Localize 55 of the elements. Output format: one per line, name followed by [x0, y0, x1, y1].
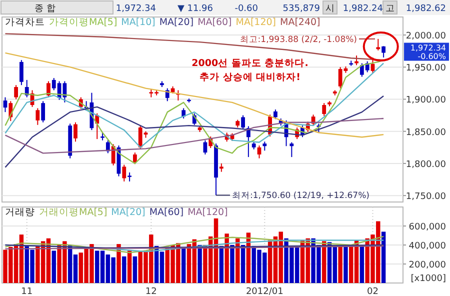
annotation: 최고:1,993.88 (2/2, -1.08%) — [240, 34, 357, 45]
y-tick-label: 400,000 — [408, 242, 446, 252]
text: -0.60% — [418, 52, 446, 61]
text: 1,982.62 — [406, 4, 446, 14]
bar — [338, 245, 342, 283]
text: MA[20] — [159, 17, 194, 28]
y-axis-title: [x1000] — [410, 274, 446, 284]
text: MA[60] — [149, 207, 184, 218]
legend-title: 거래량 — [5, 207, 35, 218]
y-tick-label: 2,000.00 — [406, 31, 446, 42]
bar — [360, 245, 364, 283]
bar — [52, 250, 56, 283]
text: 시 — [326, 4, 334, 14]
bar — [381, 232, 386, 283]
text: -0.60 — [234, 4, 258, 14]
text: 거래이평MA[5] — [39, 207, 108, 218]
text: MA[20] — [111, 207, 146, 218]
y-tick-label: 1,850.00 — [406, 128, 446, 138]
bar — [224, 234, 229, 283]
text: 1,972.34 — [410, 43, 446, 52]
text: 종 합 — [34, 4, 56, 14]
text: MA[120] — [236, 17, 276, 28]
bar — [132, 256, 138, 283]
y-tick-label: 600,000 — [408, 222, 446, 232]
y-tick-label: 1,800.00 — [406, 160, 446, 170]
x-tick-label: 12 — [145, 287, 157, 296]
bar — [127, 250, 132, 283]
bar — [181, 248, 186, 283]
text: MA[60] — [198, 17, 232, 28]
text: 1,972.34 — [116, 4, 156, 14]
bar — [122, 256, 126, 283]
y-tick-label: 1,900.00 — [406, 96, 446, 106]
x-tick-label: 2012/01 — [246, 287, 284, 296]
bar — [198, 245, 202, 283]
bar — [230, 245, 234, 283]
text: 고 — [386, 4, 394, 14]
annotation: 최저:1,750.60 (12/19, +12.67%) — [232, 191, 370, 202]
legend-title: 가격차트 — [5, 17, 45, 28]
bar — [219, 246, 224, 283]
text: 가격이평MA[5] — [49, 17, 118, 28]
text: ▼ 11.96 — [177, 4, 214, 14]
annotation: 2000선 돌파도 충분하다. — [192, 58, 308, 69]
y-tick-label: 1,750.00 — [406, 192, 446, 202]
text: MA[240] — [280, 17, 320, 28]
bar — [116, 244, 121, 283]
annotation: 추가 상승에 대비하자! — [200, 72, 300, 83]
x-tick-label: 11 — [21, 287, 33, 296]
text: 535,879 — [282, 4, 320, 14]
text: MA[120] — [188, 207, 228, 218]
bar — [344, 246, 348, 283]
y-tick-label: 200,000 — [408, 260, 446, 270]
text: MA[10] — [121, 17, 156, 28]
y-tick-label: 1,950.00 — [406, 64, 446, 74]
text: 1,982.24 — [342, 4, 384, 14]
x-tick-label: 02 — [367, 287, 378, 296]
